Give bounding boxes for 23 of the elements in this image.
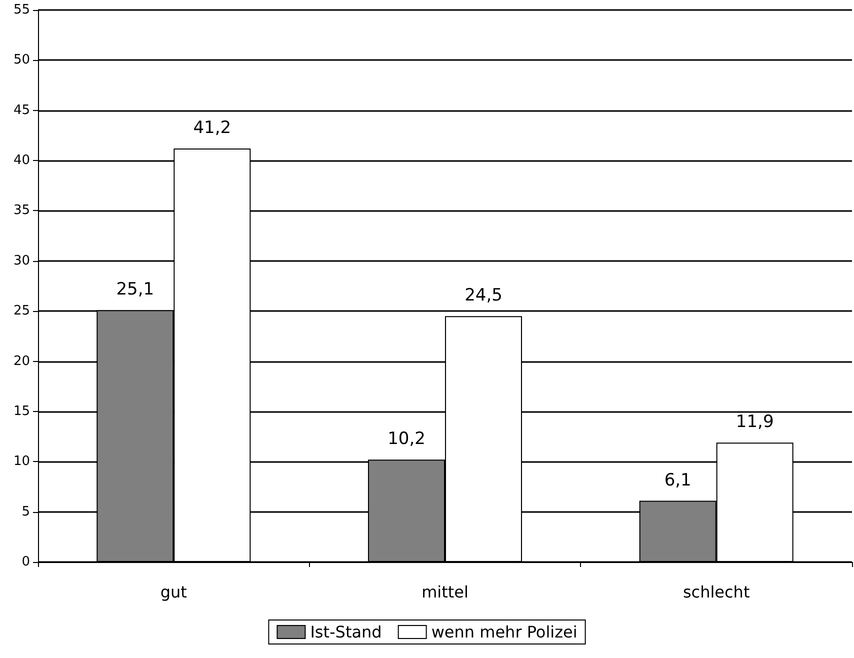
x-tick-label: gut [160,582,187,602]
y-tick-label: 35 [13,203,30,218]
data-label: 41,2 [193,118,232,138]
y-tick-label: 5 [22,504,30,520]
x-tick-label: mittel [422,582,468,602]
y-tick-label: 25 [13,304,30,319]
data-label: 24,5 [464,286,502,306]
legend-label: Ist-Stand [310,622,382,642]
y-tick-label: 45 [13,102,30,118]
data-label: 25,1 [116,280,154,300]
y-tick-label: 20 [13,354,30,369]
data-label: 11,9 [736,412,774,432]
y-tick-label: 55 [13,2,30,18]
y-tick-label: 40 [13,153,30,168]
legend-label: wenn mehr Polizei [431,622,578,642]
y-tick-label: 50 [13,52,30,68]
data-label: 6,1 [664,470,692,490]
y-tick-label: 30 [13,253,30,268]
data-label: 10,2 [388,429,426,450]
x-tick-label: schlecht [682,582,750,602]
y-tick-label: 10 [13,454,30,470]
y-tick-label: 15 [13,404,30,419]
y-tick-label: 0 [22,554,30,570]
